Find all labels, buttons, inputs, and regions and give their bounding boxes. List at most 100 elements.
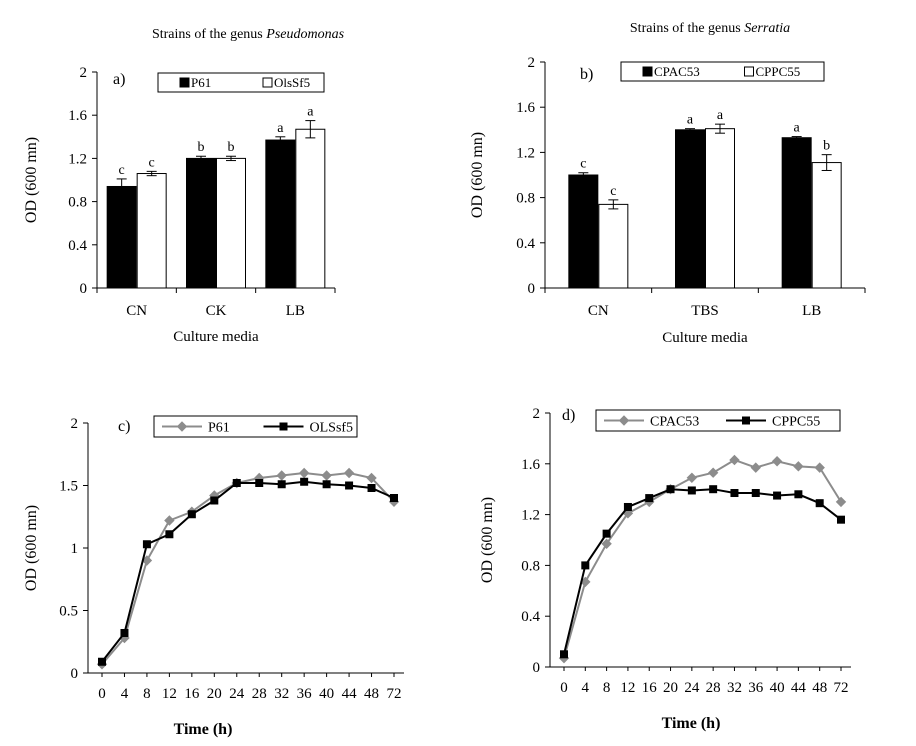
- data-point: [321, 470, 332, 481]
- legend-label: OLSsf5: [310, 421, 354, 436]
- y-tick-label: 0.8: [516, 191, 535, 207]
- series-line: [563, 488, 842, 655]
- x-tick-label: 36: [748, 680, 764, 696]
- significance-letter: b: [198, 140, 205, 155]
- x-tick-label: 48: [812, 680, 827, 696]
- data-point: [255, 479, 264, 487]
- data-point: [298, 467, 310, 479]
- x-tick-label: 20: [207, 686, 222, 702]
- y-tick-label: 2: [528, 55, 536, 71]
- y-axis-label: OD (600 mn): [469, 132, 486, 218]
- y-tick-label: 1.6: [68, 108, 87, 124]
- data-point: [687, 486, 696, 495]
- x-axis-label: Time (h): [174, 721, 233, 738]
- legend-label: CPPC55: [772, 415, 820, 430]
- y-axis-label: OD (600 mn): [23, 137, 40, 223]
- legend-box: [157, 72, 325, 93]
- x-tick-label: LB: [286, 303, 305, 319]
- significance-letter: b: [823, 139, 830, 154]
- legend-swatch: [642, 66, 653, 77]
- legend-marker: [742, 416, 750, 425]
- significance-letter: b: [228, 140, 235, 155]
- x-tick-label: CN: [126, 303, 147, 319]
- legend-marker: [176, 421, 188, 432]
- data-point: [837, 515, 845, 524]
- series-line: [101, 480, 395, 663]
- data-point: [142, 540, 151, 549]
- y-axis-label: OD (600 mn): [479, 497, 496, 583]
- x-tick-label: 44: [791, 680, 807, 696]
- y-tick-label: 2: [71, 416, 79, 432]
- y-tick-label: 0: [528, 281, 536, 297]
- significance-letter: a: [687, 113, 694, 128]
- x-tick-label: 8: [603, 680, 611, 696]
- data-point: [707, 467, 719, 478]
- panel-c: c) OD (600 mn) Time (h) 00.511.520 4 8 12 16…: [23, 415, 404, 738]
- y-tick-label: 1.2: [516, 145, 535, 161]
- y-tick-label: 1.2: [521, 508, 540, 524]
- bar: [705, 128, 735, 289]
- y-tick-label: 1.6: [516, 100, 535, 116]
- significance-letter: c: [610, 184, 616, 199]
- bar: [216, 157, 246, 289]
- legend-label: OlsSf5: [274, 75, 310, 90]
- panel-label: c): [118, 418, 130, 435]
- x-tick-label: CK: [206, 303, 227, 319]
- x-tick-label: 40: [319, 686, 334, 702]
- x-tick-label: 32: [727, 680, 742, 696]
- bar: [106, 185, 137, 289]
- data-point: [793, 461, 804, 472]
- y-tick-label: 0.8: [68, 195, 87, 211]
- x-tick-label: 28: [252, 686, 267, 702]
- data-point: [815, 499, 824, 508]
- bar: [265, 139, 296, 289]
- legend-box: [620, 61, 825, 82]
- data-point: [560, 650, 568, 659]
- significance-letter: a: [717, 108, 724, 123]
- x-tick-label: 36: [297, 686, 313, 702]
- legend-swatch: [179, 77, 190, 88]
- x-tick-label: 24: [229, 686, 245, 702]
- panel-d: d) OD (600 mn) Time (h) 00.40.81.21.620 4…: [479, 406, 851, 732]
- y-tick-label: 0: [533, 660, 541, 676]
- legend-label: CPPC55: [756, 64, 801, 79]
- chart-title: Strains of the genus Pseudomonas: [152, 27, 345, 42]
- data-point: [322, 480, 331, 489]
- bar: [811, 162, 842, 289]
- x-tick-label: 4: [582, 680, 590, 696]
- legend-swatch: [744, 66, 754, 77]
- y-tick-label: 1: [71, 541, 79, 557]
- data-point: [794, 490, 803, 499]
- significance-letter: c: [119, 163, 125, 178]
- data-point: [345, 481, 354, 490]
- bar: [295, 128, 326, 289]
- data-point: [686, 472, 698, 483]
- significance-letter: a: [307, 105, 314, 120]
- data-point: [581, 561, 590, 570]
- y-tick-label: 0.4: [68, 238, 87, 254]
- data-point: [276, 470, 287, 481]
- data-point: [750, 462, 761, 473]
- x-tick-label: 8: [143, 686, 151, 702]
- x-tick-label: 48: [364, 686, 379, 702]
- data-point: [277, 480, 286, 489]
- y-tick-label: 0.4: [516, 236, 535, 252]
- x-tick-label: LB: [802, 303, 821, 319]
- data-point: [814, 462, 825, 473]
- y-tick-label: 0: [80, 281, 88, 297]
- series-line: [101, 471, 395, 665]
- bar: [598, 203, 629, 289]
- panel-label: a): [113, 71, 125, 88]
- y-tick-label: 1.6: [521, 457, 540, 473]
- data-point: [98, 657, 106, 666]
- panel-label: b): [580, 66, 593, 83]
- data-point: [165, 530, 174, 539]
- legend-marker: [279, 422, 288, 431]
- legend-label: P61: [208, 421, 230, 436]
- x-tick-label: 0: [98, 686, 106, 702]
- x-tick-label: 28: [706, 680, 721, 696]
- x-tick-label: 12: [162, 686, 177, 702]
- bar: [568, 174, 599, 289]
- x-tick-label: 44: [342, 686, 358, 702]
- x-tick-label: 0: [560, 680, 568, 696]
